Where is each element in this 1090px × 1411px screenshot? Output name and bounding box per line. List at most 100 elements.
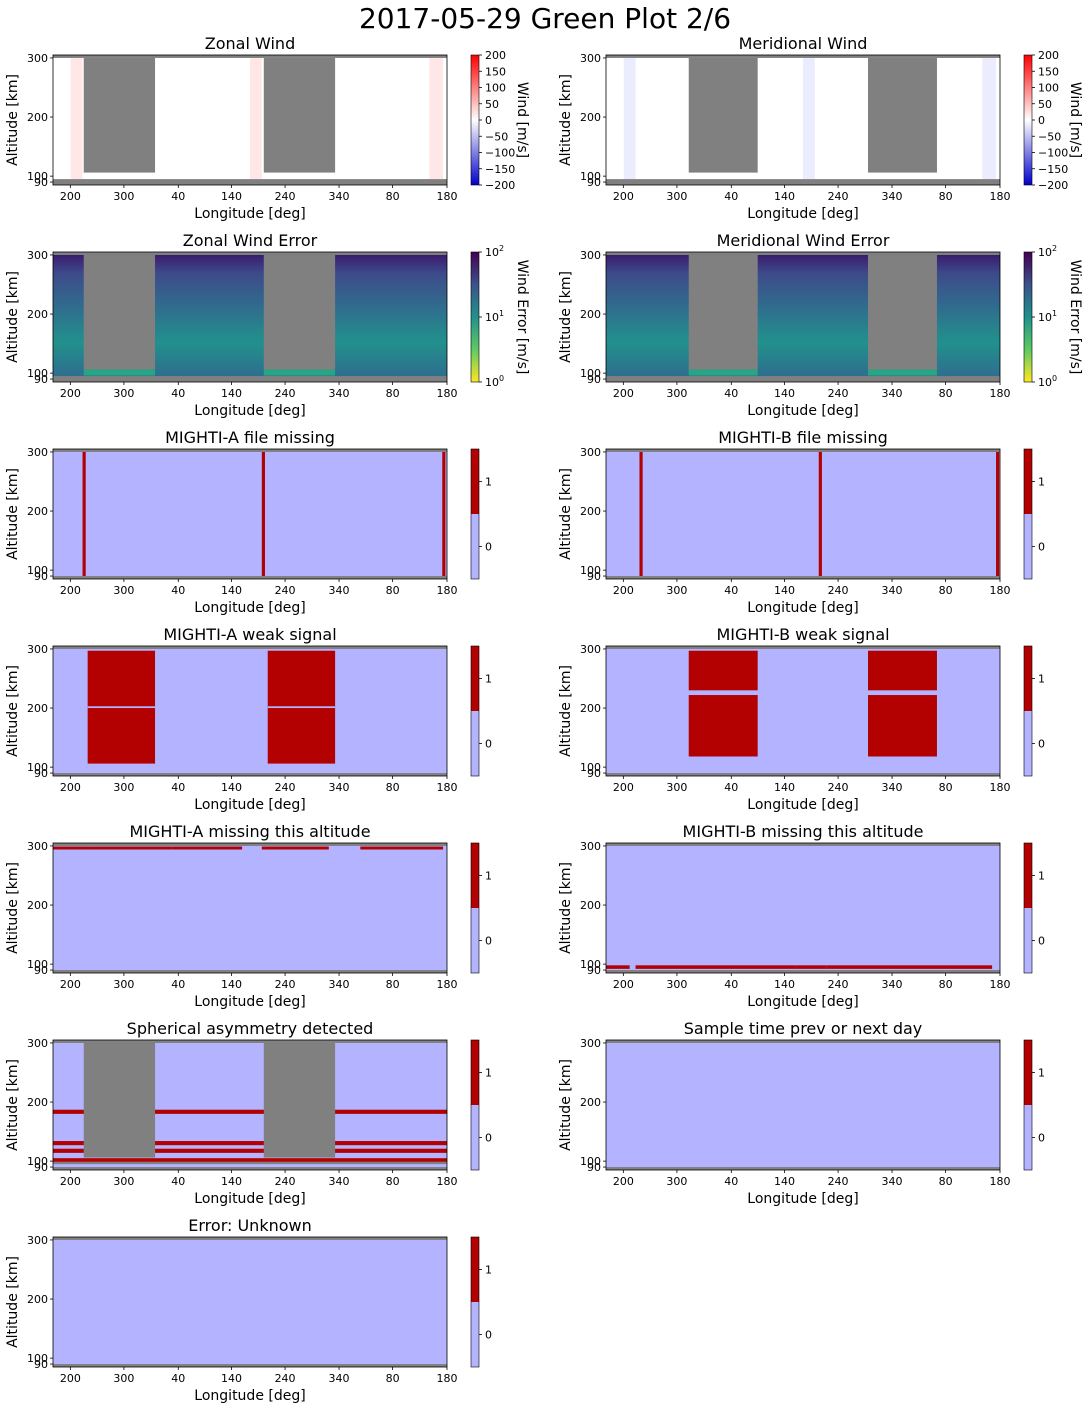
y-tick-label: 200 xyxy=(27,505,48,518)
y-tick-label: 100 xyxy=(27,1155,48,1168)
x-tick-label: 300 xyxy=(666,387,687,400)
x-tick-label: 40 xyxy=(724,584,738,597)
colorbar-tick-label: −150 xyxy=(485,163,515,176)
x-tick-label: 140 xyxy=(774,978,795,991)
axes-frame xyxy=(605,54,1001,186)
colorbar-tick-label: 100 xyxy=(1038,82,1059,95)
y-tick-label: 90 xyxy=(587,1161,601,1174)
wind-band-2 xyxy=(803,57,815,180)
flag-strip-3 xyxy=(996,451,1000,577)
colorbar-tick-label: −200 xyxy=(485,179,515,192)
y-tick-label: 90 xyxy=(34,964,48,977)
colorbar-tick-label: 1 xyxy=(485,1264,492,1277)
x-tick-label: 200 xyxy=(60,781,81,794)
plot-area xyxy=(606,449,1000,579)
colorbar-tick-label: −100 xyxy=(1038,147,1068,160)
flag-field xyxy=(606,845,1000,971)
x-tick-label: 340 xyxy=(329,978,350,991)
x-tick-label: 40 xyxy=(171,781,185,794)
colorbar-zero xyxy=(471,1105,479,1170)
y-tick-label: 300 xyxy=(580,1037,601,1050)
x-tick-label: 180 xyxy=(990,190,1011,203)
colorbar-one xyxy=(471,449,479,514)
x-tick-label: 40 xyxy=(724,978,738,991)
x-tick-label: 300 xyxy=(113,781,134,794)
no-data-region-2 xyxy=(263,57,336,173)
x-tick-label: 140 xyxy=(774,190,795,203)
flag-strip-2 xyxy=(261,451,265,577)
x-axis-label: Longitude [deg] xyxy=(747,206,858,222)
axes-frame xyxy=(605,1039,1001,1171)
colorbar-one xyxy=(1024,1040,1032,1105)
axes-frame xyxy=(52,842,448,974)
chart-svg: MIGHTI-A missing this altitude 200 300 40 14… xyxy=(5,822,492,1010)
x-tick-label: 80 xyxy=(939,190,953,203)
colorbar-tick-label: 101 xyxy=(1038,309,1057,324)
y-tick-label: 200 xyxy=(27,111,48,124)
colorbar-tick-label: 0 xyxy=(485,541,492,554)
y-tick-label: 300 xyxy=(580,446,601,459)
axes-frame xyxy=(605,448,1001,580)
low-error-band-1 xyxy=(83,369,156,376)
no-data-region-1 xyxy=(688,57,758,173)
colorbar-tick-label: 1 xyxy=(485,476,492,489)
y-tick-label: 100 xyxy=(27,1352,48,1365)
x-tick-label: 300 xyxy=(666,584,687,597)
x-tick-label: 80 xyxy=(386,190,400,203)
x-tick-label: 140 xyxy=(221,978,242,991)
y-axis-label: Altitude [km] xyxy=(5,468,21,560)
x-tick-label: 180 xyxy=(437,1372,458,1385)
y-tick-label: 200 xyxy=(27,702,48,715)
x-tick-label: 140 xyxy=(774,387,795,400)
x-tick-label: 140 xyxy=(221,584,242,597)
panel-title: Zonal Wind xyxy=(205,34,295,53)
y-tick-label: 200 xyxy=(27,1096,48,1109)
y-tick-label: 100 xyxy=(27,761,48,774)
x-tick-label: 40 xyxy=(724,387,738,400)
colorbar-one xyxy=(1024,646,1032,711)
colorbar-tick-label: 1 xyxy=(1038,870,1045,883)
x-tick-label: 140 xyxy=(221,1372,242,1385)
y-tick-label: 90 xyxy=(34,767,48,780)
x-tick-label: 340 xyxy=(329,190,350,203)
y-axis-label: Altitude [km] xyxy=(558,468,574,560)
axes-frame xyxy=(605,645,1001,777)
x-tick-label: 340 xyxy=(882,190,903,203)
x-tick-label: 140 xyxy=(221,387,242,400)
x-tick-label: 80 xyxy=(939,1175,953,1188)
y-tick-label: 200 xyxy=(580,899,601,912)
y-tick-label: 300 xyxy=(27,1037,48,1050)
flag-strip-3 xyxy=(442,451,446,577)
wind-band-3 xyxy=(429,57,444,180)
x-tick-label: 200 xyxy=(60,584,81,597)
weak-block-upper-2 xyxy=(868,650,937,691)
x-tick-label: 240 xyxy=(275,190,296,203)
axes-frame xyxy=(52,448,448,580)
plot-area xyxy=(606,1040,1000,1170)
no-data-region-2 xyxy=(263,254,336,370)
x-tick-label: 200 xyxy=(613,584,634,597)
chart-svg: MIGHTI-B missing this altitude 200 300 40 14… xyxy=(558,822,1045,1010)
x-tick-label: 180 xyxy=(990,1175,1011,1188)
weak-gap-2 xyxy=(267,706,336,709)
no-data-region-1 xyxy=(83,57,156,173)
figure-title: 2017-05-29 Green Plot 2/6 xyxy=(358,2,732,35)
panel-title: MIGHTI-A file missing xyxy=(165,428,335,447)
y-axis-label: Altitude [km] xyxy=(558,665,574,757)
flag-field xyxy=(606,451,1000,577)
x-tick-label: 180 xyxy=(990,978,1011,991)
plot-area xyxy=(606,252,1000,382)
x-tick-label: 140 xyxy=(221,781,242,794)
colorbar-zero xyxy=(1024,1105,1032,1170)
colorbar-label: Wind [m/s] xyxy=(514,82,530,158)
x-tick-label: 200 xyxy=(613,781,634,794)
x-tick-label: 140 xyxy=(774,1175,795,1188)
x-tick-label: 200 xyxy=(613,978,634,991)
x-tick-label: 240 xyxy=(275,387,296,400)
x-axis-label: Longitude [deg] xyxy=(194,994,305,1010)
y-tick-label: 200 xyxy=(27,308,48,321)
x-tick-label: 200 xyxy=(60,1372,81,1385)
y-axis-label: Altitude [km] xyxy=(5,1256,21,1348)
x-axis-label: Longitude [deg] xyxy=(194,797,305,813)
colorbar-tick-label: 1 xyxy=(1038,1067,1045,1080)
